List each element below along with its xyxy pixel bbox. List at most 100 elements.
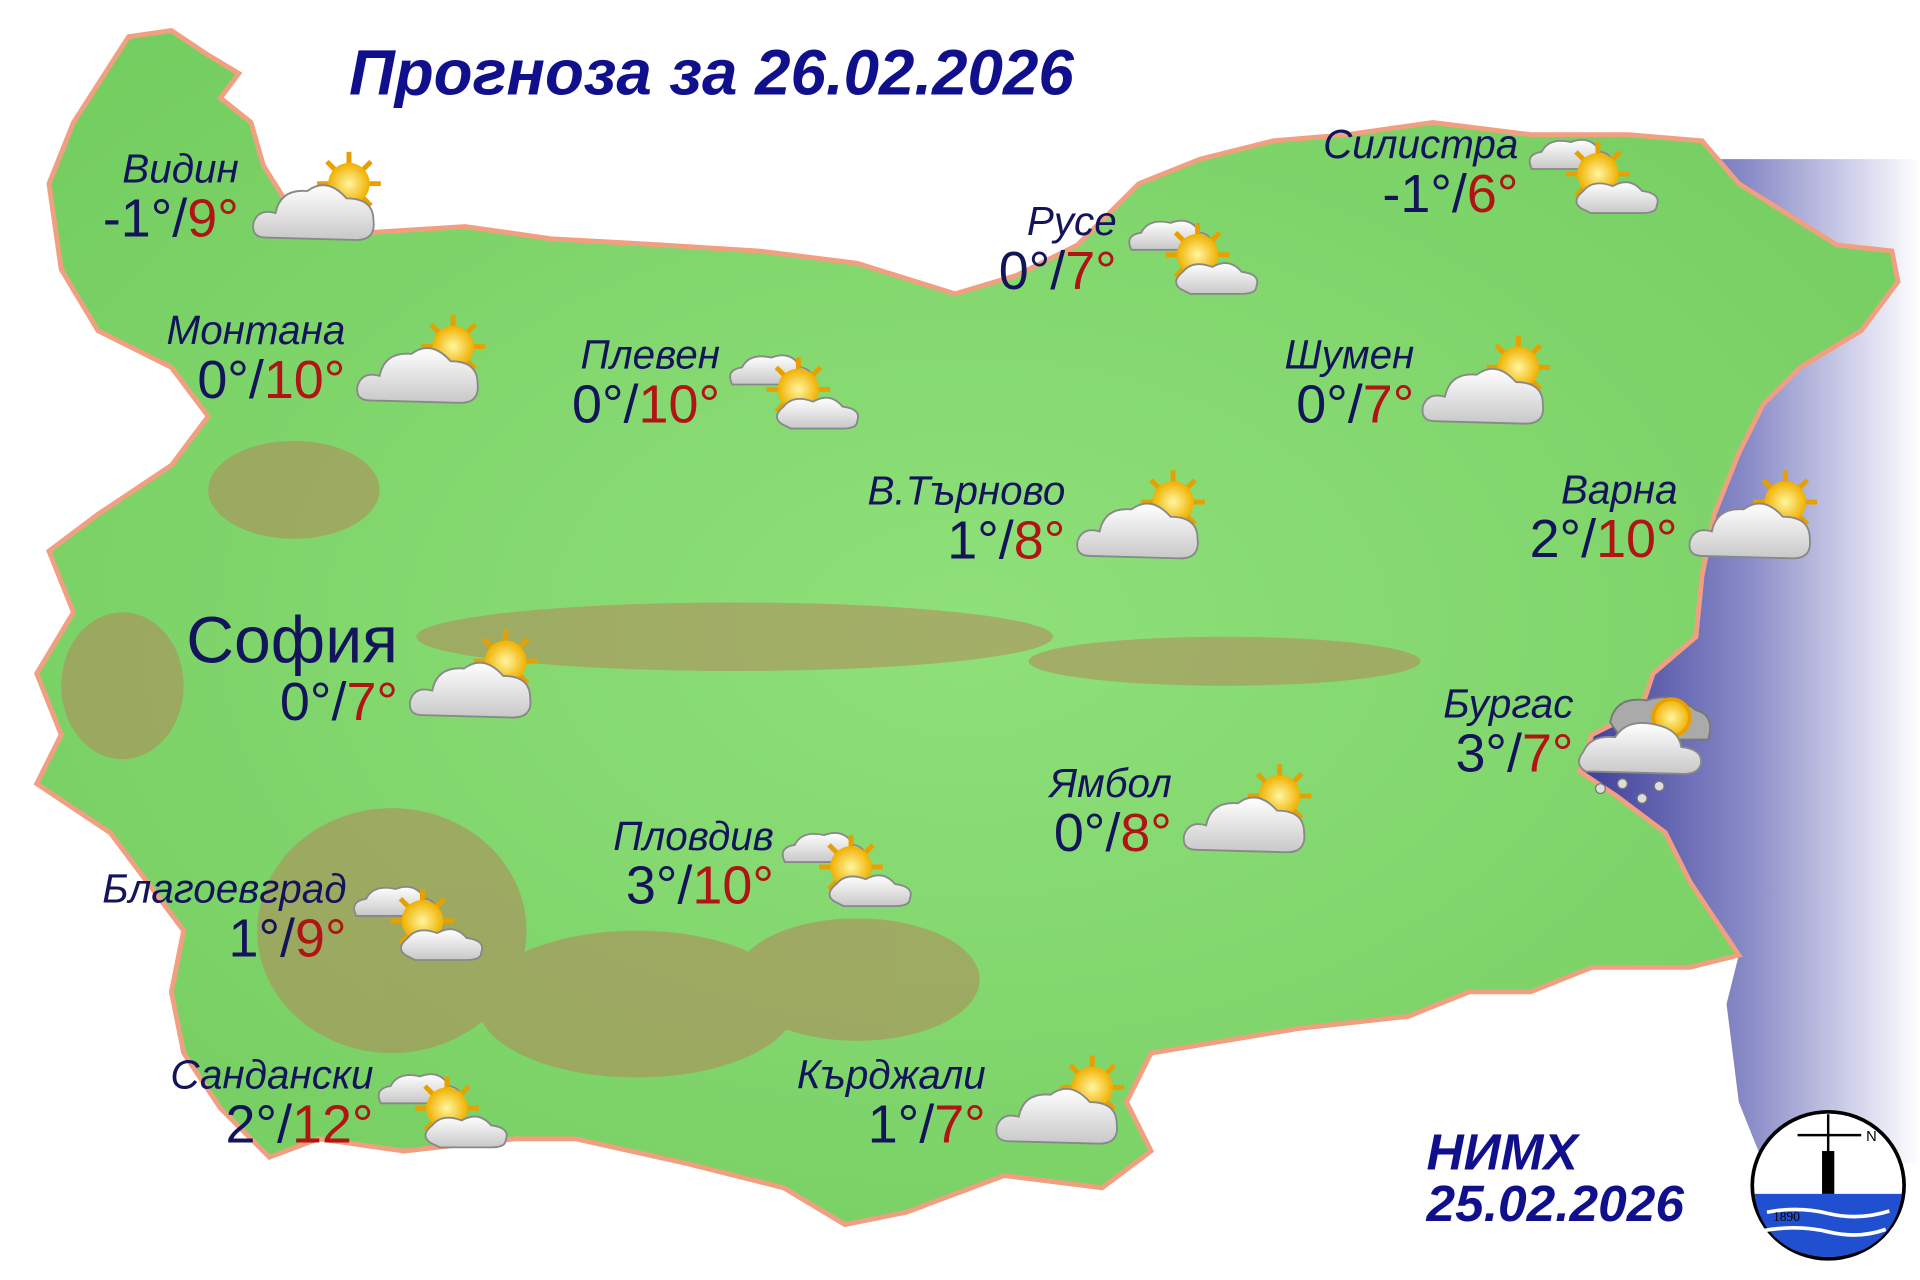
city-name: София bbox=[186, 603, 398, 678]
city-8: София 0°/7° bbox=[186, 606, 398, 731]
max-temp: 7° bbox=[934, 1094, 986, 1155]
city-temps: 3°/10° bbox=[625, 855, 774, 916]
city-name: Силистра bbox=[1323, 121, 1519, 167]
max-temp: 10° bbox=[638, 374, 721, 435]
city-name: Благоевград bbox=[102, 865, 347, 912]
cloud-sun-icon bbox=[1687, 468, 1824, 566]
min-temp: 1° bbox=[228, 908, 281, 969]
city-6: В.Търново 1°/8° bbox=[867, 467, 1066, 571]
city-5: Шумен 0°/7° bbox=[1284, 331, 1415, 435]
city-1: Монтана 0°/10° bbox=[166, 307, 346, 411]
city-name: Видин bbox=[122, 145, 239, 192]
logo-north-letter: N bbox=[1866, 1129, 1877, 1145]
city-name: Варна bbox=[1560, 466, 1678, 512]
credit-org: НИМХ bbox=[1426, 1122, 1578, 1181]
city-name: Плевен bbox=[580, 331, 721, 378]
min-temp: 2° bbox=[1529, 509, 1582, 570]
city-13: Сандански 2°/12° bbox=[170, 1051, 374, 1155]
city-11: Пловдив 3°/10° bbox=[613, 814, 774, 914]
max-temp: 9° bbox=[295, 908, 347, 969]
city-temps: -1°/6° bbox=[1382, 164, 1519, 225]
min-temp: 0° bbox=[998, 241, 1051, 302]
max-temp: 8° bbox=[1013, 510, 1066, 571]
city-name: Шумен bbox=[1284, 331, 1415, 378]
sun-between-clouds-icon bbox=[373, 1059, 510, 1157]
city-temps: 0°/10° bbox=[572, 374, 721, 435]
city-temps: 0°/7° bbox=[279, 672, 398, 733]
city-temps: 0°/7° bbox=[998, 241, 1117, 302]
min-temp: -1° bbox=[102, 188, 173, 249]
city-7: Варна 2°/10° bbox=[1529, 466, 1678, 570]
min-temp: 0° bbox=[1296, 374, 1348, 435]
city-temps: 2°/10° bbox=[1529, 509, 1678, 570]
sun-between-clouds-icon bbox=[1124, 206, 1261, 304]
city-temps: 3°/7° bbox=[1455, 723, 1574, 784]
max-temp: 8° bbox=[1120, 803, 1172, 864]
min-temp: 0° bbox=[1053, 803, 1106, 864]
city-temps: 0°/10° bbox=[197, 350, 346, 411]
city-14: Кърджали 1°/7° bbox=[796, 1051, 986, 1155]
sun-between-clouds-icon bbox=[1525, 125, 1662, 223]
min-temp: 1° bbox=[867, 1094, 920, 1155]
cloud-sun-icon bbox=[1075, 468, 1212, 566]
page-title: Прогноза за 26.02.2026 bbox=[348, 37, 1074, 109]
max-temp: 10° bbox=[692, 855, 774, 916]
city-4: Силистра -1°/6° bbox=[1323, 122, 1518, 222]
city-10: Ямбол 0°/8° bbox=[1049, 760, 1172, 864]
city-0: Видин -1°/9° bbox=[102, 145, 239, 249]
max-temp: 10° bbox=[1596, 509, 1678, 570]
min-temp: 2° bbox=[225, 1094, 278, 1155]
min-temp: 3° bbox=[625, 855, 678, 916]
nimh-logo: N 1890 bbox=[1750, 1110, 1906, 1261]
sun-between-clouds-icon bbox=[725, 340, 862, 438]
city-name: Сандански bbox=[170, 1051, 374, 1098]
city-temps: 2°/12° bbox=[225, 1094, 374, 1155]
city-12: Благоевград 1°/9° bbox=[102, 865, 347, 969]
city-name: Русе bbox=[1026, 198, 1117, 244]
city-name: Кърджали bbox=[796, 1051, 986, 1098]
cloud-sun-icon bbox=[251, 149, 388, 247]
max-temp: 6° bbox=[1466, 164, 1519, 225]
sun-between-clouds-icon bbox=[349, 872, 486, 970]
city-name: В.Търново bbox=[867, 467, 1066, 514]
cloud-sun-icon bbox=[408, 627, 545, 725]
cloud-sun-icon bbox=[1182, 762, 1319, 860]
sun-between-clouds-icon bbox=[778, 818, 915, 916]
credit-date: 25.02.2026 bbox=[1426, 1174, 1684, 1232]
max-temp: 7° bbox=[1065, 241, 1117, 302]
max-temp: 7° bbox=[1521, 723, 1574, 784]
city-temps: 1°/7° bbox=[867, 1094, 986, 1155]
black-sea bbox=[1579, 159, 1920, 1164]
min-temp: 0° bbox=[572, 374, 624, 435]
credit: НИМХ 25.02.2026 bbox=[1426, 1122, 1684, 1232]
city-name: Бургас bbox=[1443, 680, 1574, 727]
city-temps: -1°/9° bbox=[102, 188, 239, 249]
city-3: Русе 0°/7° bbox=[998, 198, 1117, 302]
cloud-sun-icon bbox=[355, 312, 492, 410]
cloud-sun-rain-icon bbox=[1573, 686, 1710, 808]
max-temp: 7° bbox=[346, 672, 398, 733]
city-temps: 1°/9° bbox=[228, 908, 347, 969]
city-name: Ямбол bbox=[1049, 760, 1172, 806]
city-2: Плевен 0°/10° bbox=[572, 331, 721, 435]
city-temps: 0°/7° bbox=[1296, 374, 1415, 435]
mountain-relief bbox=[61, 440, 1421, 1078]
min-temp: 0° bbox=[197, 350, 249, 411]
max-temp: 12° bbox=[291, 1094, 374, 1155]
city-9: Бургас 3°/7° bbox=[1443, 680, 1574, 784]
city-name: Монтана bbox=[166, 307, 346, 353]
max-temp: 10° bbox=[263, 350, 346, 411]
cloud-sun-icon bbox=[1420, 333, 1557, 431]
city-name: Пловдив bbox=[613, 813, 774, 859]
min-temp: -1° bbox=[1382, 164, 1452, 225]
max-temp: 9° bbox=[187, 188, 239, 249]
city-temps: 1°/8° bbox=[947, 510, 1066, 571]
min-temp: 1° bbox=[947, 510, 999, 571]
min-temp: 0° bbox=[279, 672, 332, 733]
logo-year: 1890 bbox=[1773, 1209, 1800, 1224]
min-temp: 3° bbox=[1455, 723, 1507, 784]
cloud-sun-icon bbox=[994, 1053, 1131, 1151]
city-temps: 0°/8° bbox=[1053, 803, 1172, 864]
